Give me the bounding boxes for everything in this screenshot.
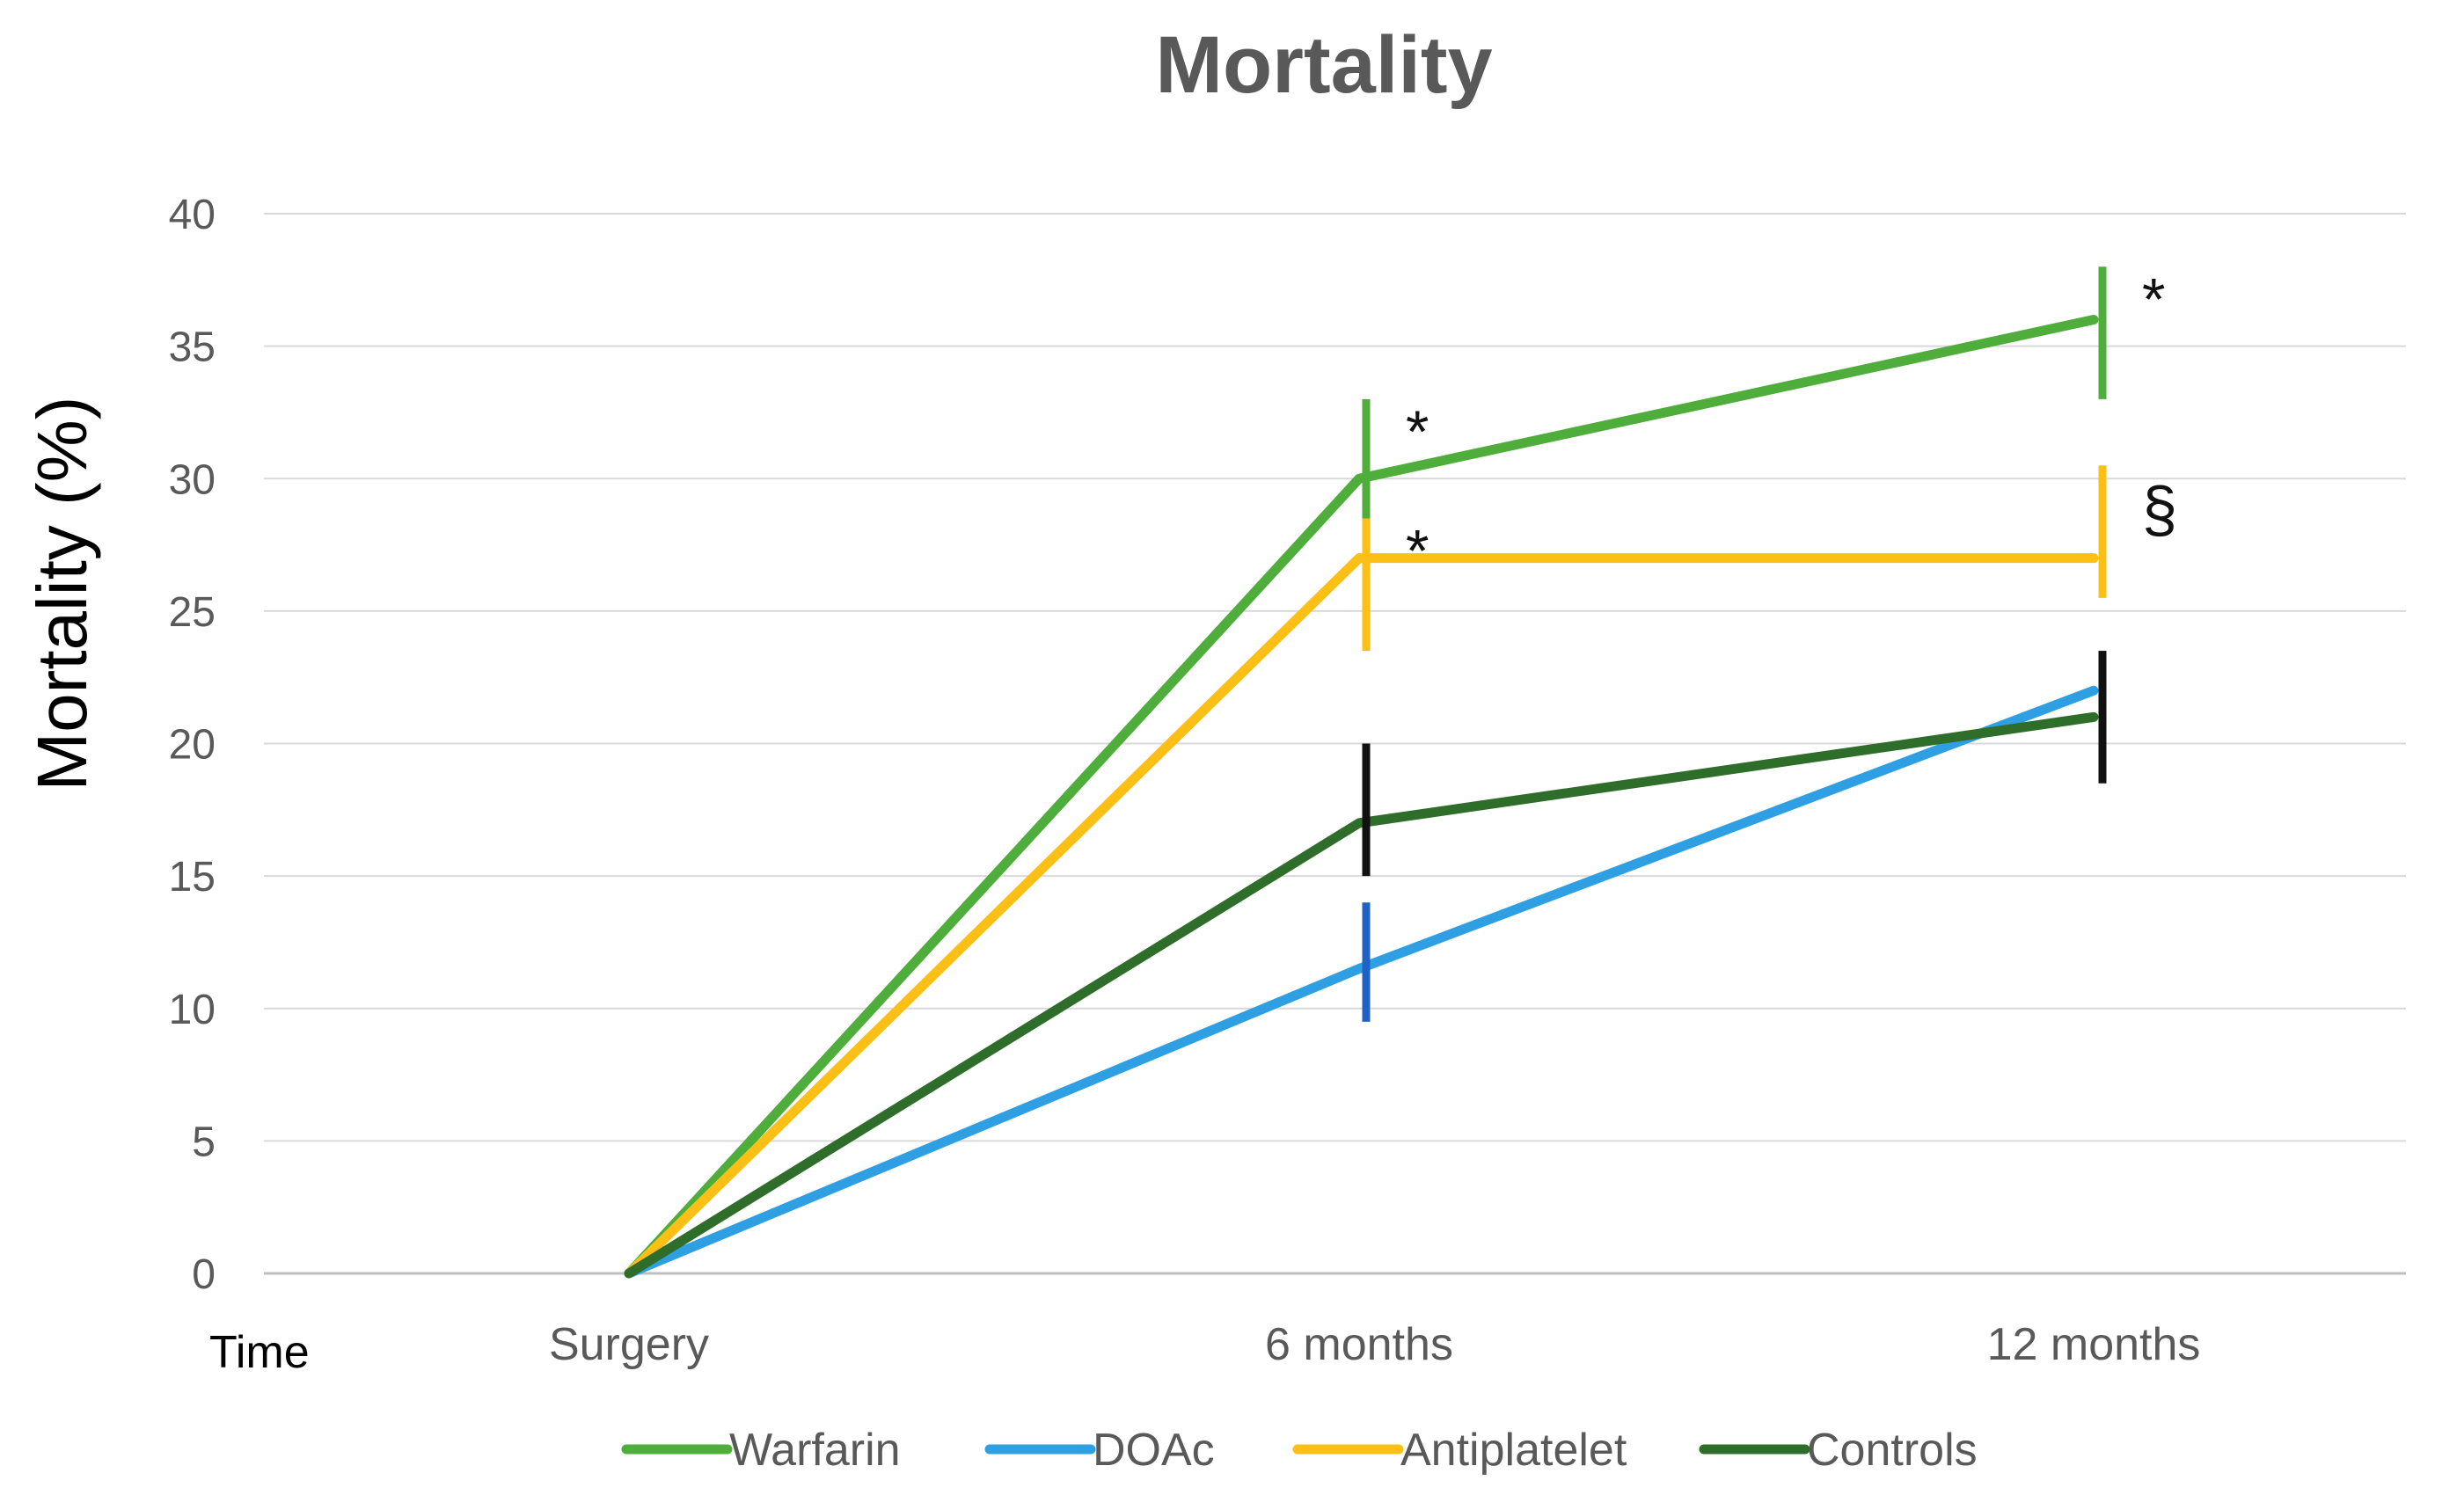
annotation-antiplatelet: * [1406, 517, 1429, 584]
annotation-warfarin: * [2142, 266, 2165, 332]
y-tick-label: 15 [169, 854, 216, 901]
y-tick-label: 35 [169, 325, 216, 371]
y-tick-labels: 0 5 10 15 20 25 30 35 40 [169, 192, 216, 1298]
y-tick-label: 20 [169, 722, 216, 769]
y-tick-label: 25 [169, 589, 216, 636]
series-line-doac [624, 685, 2099, 1279]
y-tick-label: 5 [192, 1119, 216, 1165]
legend-label-antiplatelet: Antiplatelet [1400, 1425, 1627, 1476]
series-line-antiplatelet [624, 553, 2099, 1279]
series-line-controls [624, 711, 2099, 1279]
significance-annotations: * * * § [1406, 266, 2177, 584]
annotation-warfarin: * [1406, 398, 1429, 465]
y-tick-label: 40 [169, 192, 216, 238]
gridlines [264, 213, 2406, 1275]
y-tick-label: 10 [169, 987, 216, 1033]
x-tick-label: 6 months [1265, 1319, 1453, 1370]
y-tick-label: 0 [192, 1251, 216, 1298]
legend: Warfarin DOAc Antiplatelet Controls [621, 1425, 1978, 1476]
y-tick-label: 30 [169, 456, 216, 503]
error-bars [1362, 266, 2107, 1022]
legend-label-controls: Controls [1807, 1425, 1978, 1476]
annotation-antiplatelet: § [2142, 475, 2177, 545]
legend-label-doac: DOAc [1093, 1425, 1215, 1476]
y-axis-label: Mortality (%) [23, 397, 101, 791]
x-tick-labels: Surgery 6 months 12 months [549, 1319, 2200, 1370]
x-tick-label: 12 months [1987, 1319, 2201, 1370]
legend-label-warfarin: Warfarin [729, 1425, 901, 1476]
series-line-warfarin [624, 315, 2099, 1279]
x-tick-label: Surgery [549, 1319, 709, 1370]
chart-title: Mortality [1155, 20, 1492, 110]
x-axis-label: Time [209, 1327, 310, 1378]
series-lines [624, 315, 2099, 1279]
